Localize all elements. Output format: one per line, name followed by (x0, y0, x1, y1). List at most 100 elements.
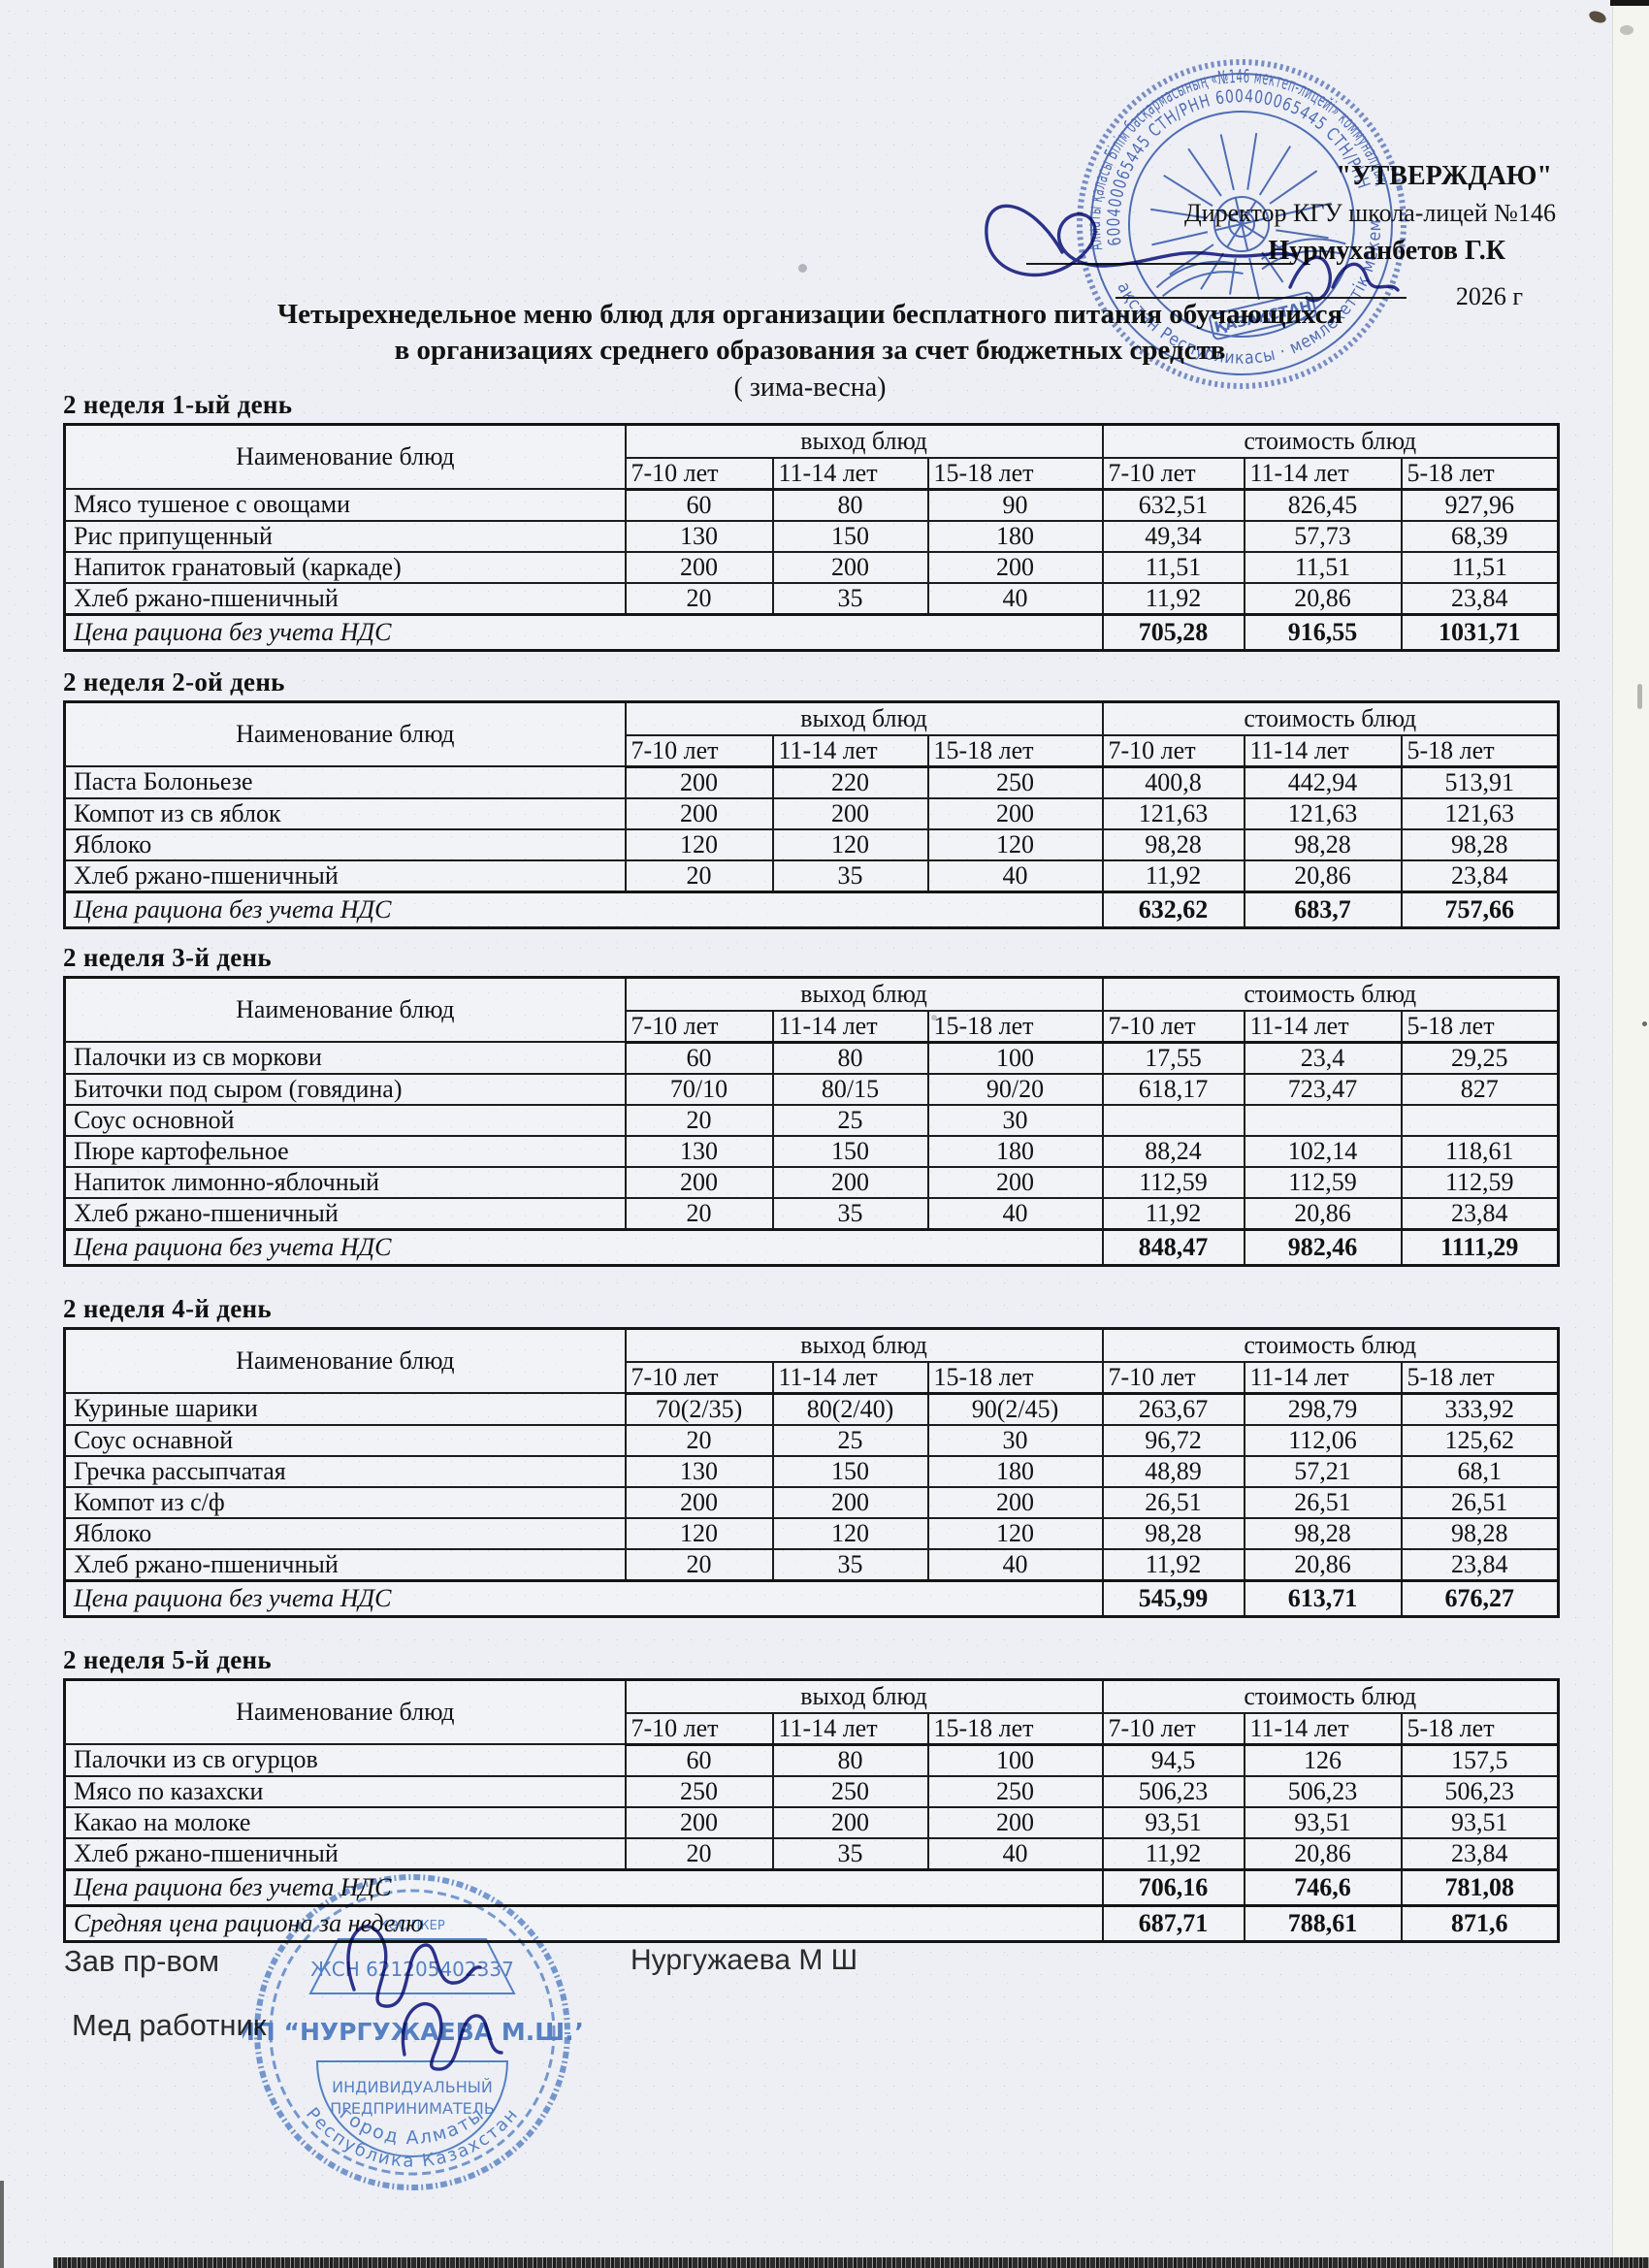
dish-value: 298,79 (1243, 1392, 1403, 1426)
dish-value: 40 (926, 1547, 1104, 1581)
dish-value: 120 (926, 827, 1104, 861)
dish-value: 506,23 (1101, 1774, 1245, 1808)
total-value: 687,71 (1101, 1903, 1245, 1942)
dish-name: Палочки из св огурцов (63, 1743, 627, 1777)
total-label: Цена рациона без учета НДС (63, 1867, 1104, 1906)
title-line-3: ( зима-весна) (733, 373, 887, 403)
dish-value: 94,5 (1101, 1743, 1245, 1777)
column-header-age: 5-18 лет (1400, 1711, 1560, 1746)
total-value: 982,46 (1243, 1227, 1403, 1266)
dish-value: 20,86 (1243, 1836, 1403, 1870)
dish-value: 150 (771, 1134, 929, 1168)
dish-value: 11,92 (1101, 1196, 1245, 1230)
column-group-cost: стоимость блюд (1101, 1327, 1560, 1363)
column-header-age: 11-14 лет (771, 1009, 929, 1044)
dish-value: 200 (926, 796, 1104, 830)
column-group-output: выход блюд (624, 423, 1104, 459)
dish-value: 30 (926, 1423, 1104, 1457)
dish-value: 40 (926, 581, 1104, 615)
dish-value: 98,28 (1400, 827, 1560, 861)
dish-value: 96,72 (1101, 1423, 1245, 1457)
dish-value: 200 (624, 1165, 774, 1199)
scan-edge-strip-bottom (0, 2257, 1649, 2268)
scan-edge-strip-left (0, 2181, 4, 2268)
dish-value: 98,28 (1101, 827, 1245, 861)
column-group-output: выход блюд (624, 700, 1104, 736)
dish-value: 20 (624, 581, 774, 615)
section-heading: 2 неделя 3-й день (63, 943, 272, 972)
dish-value: 98,28 (1400, 1516, 1560, 1550)
dish-row: Компот из св яблок 200 200 200 121,63 121,63 1… (63, 796, 1560, 830)
dish-value: 23,84 (1400, 859, 1560, 892)
dish-value: 200 (771, 1805, 929, 1839)
column-header-age: 7-10 лет (1101, 733, 1245, 768)
dish-value: 11,92 (1101, 1836, 1245, 1870)
dish-row: Паста Болоньезе 200 220 250 400,8 442,94 513,9… (63, 765, 1560, 799)
dish-value: 200 (771, 550, 929, 584)
dish-value: 35 (771, 1836, 929, 1870)
dish-value: 57,73 (1243, 519, 1403, 553)
dish-value: 100 (926, 1743, 1104, 1777)
dish-name: Напиток лимонно-яблочный (63, 1165, 627, 1199)
dish-value: 23,84 (1400, 581, 1560, 615)
stamp-top-line: КӘСІПКЕР (379, 1919, 445, 1933)
total-row: Цена рациона без учета НДС 706,16 746,6 781… (63, 1867, 1560, 1906)
dish-value: 20,86 (1243, 1547, 1403, 1581)
menu-section-day5: 2 неделя 5-й день Наименование блюд выход… (63, 1645, 1561, 1943)
dish-value: 400,8 (1101, 765, 1245, 799)
menu-section-day1: 2 неделя 1-ый день Наименование блюд выхо… (63, 390, 1561, 652)
dish-value: 90/20 (926, 1072, 1104, 1106)
total-value: 916,55 (1243, 612, 1403, 651)
dish-name: Биточки под сыром (говядина) (63, 1072, 627, 1106)
stamp-sub-line1: ИНДИВИДУАЛЬНЫЙ (332, 2078, 493, 2096)
column-header-age: 11-14 лет (1243, 1009, 1403, 1044)
dish-row: Хлеб ржано-пшеничный 20 35 40 11,92 20,86 23,8… (63, 581, 1560, 615)
column-header-age: 11-14 лет (1243, 456, 1403, 491)
dish-value: 100 (926, 1041, 1104, 1075)
dish-name: Мясо по казахски (63, 1774, 627, 1808)
dish-name: Хлеб ржано-пшеничный (63, 581, 627, 615)
total-value: 706,16 (1101, 1867, 1245, 1906)
column-header-age: 15-18 лет (926, 1360, 1104, 1395)
dish-value: 200 (624, 1485, 774, 1519)
scan-speck (931, 1015, 937, 1021)
column-header-age: 15-18 лет (926, 733, 1104, 768)
menu-section-day2: 2 неделя 2-ой день Наименование блюд выхо… (63, 667, 1561, 929)
column-header-age: 7-10 лет (1101, 1009, 1245, 1044)
menu-section-day4: 2 неделя 4-й день Наименование блюд выход… (63, 1294, 1561, 1618)
dish-value: 618,17 (1101, 1072, 1245, 1106)
dish-value: 180 (926, 1454, 1104, 1488)
dish-value: 150 (771, 519, 929, 553)
dish-value: 25 (771, 1103, 929, 1137)
dish-value: 200 (926, 1805, 1104, 1839)
dish-value: 506,23 (1243, 1774, 1403, 1808)
column-header-age: 5-18 лет (1400, 1009, 1560, 1044)
dish-value: 200 (624, 765, 774, 799)
entrepreneur-round-stamp: КӘСІПКЕР ЖСН 621205402337 ИП “НУРГУЖАЕВА… (242, 1874, 582, 2190)
total-row: Цена рациона без учета НДС 705,28 916,55 10… (63, 612, 1560, 651)
dish-value: 200 (926, 1485, 1104, 1519)
section-heading: 2 неделя 1-ый день (63, 390, 293, 419)
dish-value: 723,47 (1243, 1072, 1403, 1106)
column-header-age: 15-18 лет (926, 1711, 1104, 1746)
column-header-age: 7-10 лет (624, 1711, 774, 1746)
total-value: 613,71 (1243, 1578, 1403, 1617)
dish-value: 23,4 (1243, 1041, 1403, 1075)
dish-value: 98,28 (1101, 1516, 1245, 1550)
dish-value: 126 (1243, 1743, 1403, 1777)
dish-value: 40 (926, 1196, 1104, 1230)
section-heading: 2 неделя 2-ой день (63, 667, 285, 697)
dish-value: 130 (624, 1454, 774, 1488)
total-row: Цена рациона без учета НДС 848,47 982,46 11… (63, 1227, 1560, 1266)
column-header-age: 15-18 лет (926, 456, 1104, 491)
total-value: 676,27 (1400, 1578, 1560, 1617)
dish-value (1101, 1103, 1245, 1137)
column-header-age: 7-10 лет (624, 733, 774, 768)
column-header-age: 11-14 лет (1243, 1360, 1403, 1395)
column-header-age: 11-14 лет (771, 1711, 929, 1746)
dish-value: 632,51 (1101, 488, 1245, 522)
dish-name: Хлеб ржано-пшеничный (63, 1196, 627, 1230)
dish-value: 80 (771, 488, 929, 522)
signature-line (1026, 263, 1293, 265)
dish-value: 120 (624, 827, 774, 861)
